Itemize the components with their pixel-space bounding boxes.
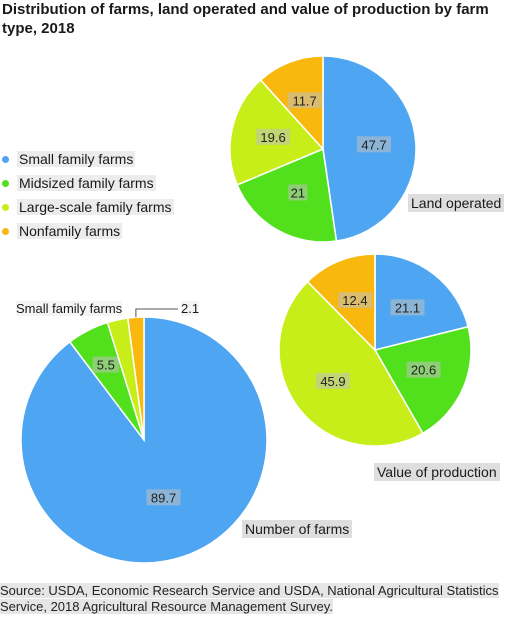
- slice-value-label: 89.7: [151, 490, 176, 505]
- slice-value-label: 47.7: [361, 137, 386, 152]
- number-of-farms-title: Number of farms: [242, 520, 353, 538]
- slice-value-label: 19.6: [260, 130, 285, 145]
- slice-label-background: [256, 128, 291, 145]
- legend-item-nonfamily: Nonfamily farms: [2, 219, 174, 243]
- slice-label-background: [146, 489, 181, 506]
- legend-item-large-scale-family: Large-scale family farms: [2, 195, 174, 219]
- callout-value-label: 2.1: [181, 301, 200, 316]
- source-note: Source: USDA, Economic Research Service …: [0, 583, 505, 615]
- slice-label-background: [357, 136, 392, 153]
- legend-label: Large-scale family farms: [17, 199, 174, 215]
- legend-swatch: [2, 227, 9, 235]
- slice-value-label: 21: [291, 186, 305, 201]
- slice-label-background: [92, 356, 120, 373]
- legend-label: Nonfamily farms: [17, 223, 123, 239]
- slice-label-background: [390, 299, 425, 316]
- slice-value-label: 20.6: [411, 363, 436, 378]
- legend-swatch: [2, 179, 9, 187]
- legend-label: Midsized family farms: [17, 175, 156, 191]
- legend: Small family farms Midsized family farms…: [2, 147, 174, 243]
- slice-label-background: [406, 361, 441, 378]
- callout-line: [135, 308, 178, 318]
- callout-category-label: Small family farms: [16, 301, 123, 316]
- land-operated-title: Land operated: [408, 194, 505, 212]
- pie-slice: [236, 147, 338, 243]
- legend-swatch: [2, 203, 9, 211]
- slice-value-label: 5.5: [97, 358, 115, 373]
- slice-value-label: 11.7: [292, 93, 316, 108]
- legend-swatch: [2, 155, 9, 163]
- legend-item-small-family: Small family farms: [2, 147, 174, 171]
- source-text: Source: USDA, Economic Research Service …: [0, 583, 499, 614]
- pie-slice: [278, 280, 424, 447]
- legend-item-midsized-family: Midsized family farms: [2, 171, 174, 195]
- slice-label-background: [337, 292, 372, 309]
- pie-slice: [373, 325, 472, 435]
- slice-label-background: [288, 184, 308, 201]
- legend-label: Small family farms: [17, 151, 136, 167]
- slice-label-background: [287, 92, 322, 109]
- slice-value-label: 21.1: [395, 300, 420, 315]
- chart-title: Distribution of farms, land operated and…: [2, 1, 489, 37]
- slice-value-label: 45.9: [320, 374, 345, 389]
- value-of-production-title: Value of production: [374, 463, 500, 481]
- slice-value-label: 12.4: [342, 293, 367, 308]
- slice-label-background: [315, 372, 350, 389]
